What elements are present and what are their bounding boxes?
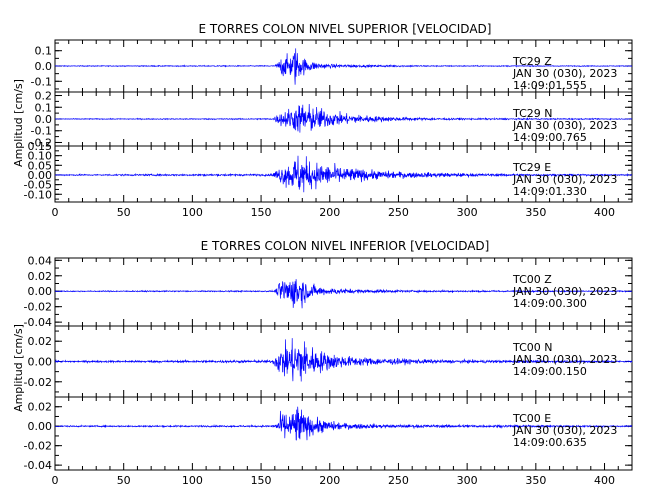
y-axis-label: Amplitud [cm/s]: [12, 79, 25, 167]
trace-time: 14:09:00.765: [513, 131, 587, 144]
y-tick-label: -0.02: [24, 440, 52, 453]
x-tick-label: 0: [52, 206, 59, 219]
series-line-tc29-z: [54, 48, 633, 85]
series-line-tc00-z: [54, 279, 633, 309]
y-tick-label: 0.02: [28, 335, 53, 348]
y-tick-label: 0.10: [28, 150, 53, 163]
x-tick-label: 0: [52, 474, 59, 487]
x-tick-label: 250: [388, 206, 409, 219]
y-tick-label: 0.05: [28, 159, 53, 172]
series-line-tc00-e: [55, 406, 633, 441]
y-tick-label: -0.05: [24, 179, 52, 192]
x-tick-label: 400: [594, 206, 615, 219]
y-tick-label: -0.02: [24, 376, 52, 389]
x-tick-label: 300: [457, 206, 478, 219]
x-tick-label: 400: [594, 474, 615, 487]
series-line-tc29-e: [54, 155, 632, 193]
y-tick-label: 0.1: [35, 45, 53, 58]
y-tick-label: 0.00: [28, 285, 53, 298]
trace-time: 14:09:00.150: [513, 365, 587, 378]
y-tick-label: -0.1: [31, 75, 52, 88]
series-line-tc29-n: [54, 103, 633, 133]
trace-date: JAN 30 (030), 2023: [512, 424, 617, 437]
chart-title: E TORRES COLON NIVEL SUPERIOR [VELOCIDAD…: [199, 22, 492, 36]
x-tick-label: 100: [182, 206, 203, 219]
y-tick-label: 0.00: [28, 356, 53, 369]
trace-name: TC29 E: [512, 161, 551, 174]
x-tick-label: 100: [182, 474, 203, 487]
x-tick-label: 50: [117, 474, 131, 487]
lower-level-chart: E TORRES COLON NIVEL INFERIOR [VELOCIDAD…: [12, 239, 633, 487]
y-tick-label: -0.04: [24, 459, 52, 472]
trace-name: TC00 E: [512, 412, 551, 425]
trace-time: 14:09:00.300: [513, 297, 587, 310]
trace-date: JAN 30 (030), 2023: [512, 119, 617, 132]
trace-name: TC00 Z: [512, 273, 552, 286]
y-axis-label: Amplitud [cm/s]: [12, 324, 25, 412]
x-tick-label: 150: [251, 206, 272, 219]
y-tick-label: 0.00: [28, 169, 53, 182]
trace-name: TC29 N: [512, 107, 552, 120]
y-tick-label: 0.0: [35, 60, 53, 73]
y-tick-label: 0.02: [28, 270, 53, 283]
trace-date: JAN 30 (030), 2023: [512, 67, 617, 80]
x-tick-label: 50: [117, 206, 131, 219]
x-tick-label: 200: [319, 474, 340, 487]
trace-time: 14:09:00.635: [513, 436, 587, 449]
y-tick-label: -0.1: [31, 125, 52, 138]
series-line-tc00-n: [54, 338, 633, 382]
y-tick-label: 0.02: [28, 401, 53, 414]
y-tick-label: -0.2: [31, 136, 52, 149]
y-tick-label: 0.00: [28, 420, 53, 433]
y-tick-label: -0.04: [24, 316, 52, 329]
y-tick-label: 0.15: [28, 140, 53, 153]
trace-date: JAN 30 (030), 2023: [512, 285, 617, 298]
upper-level-chart: E TORRES COLON NIVEL SUPERIOR [VELOCIDAD…: [12, 22, 633, 219]
trace-name: TC29 Z: [512, 55, 552, 68]
x-tick-label: 300: [457, 474, 478, 487]
y-tick-label: 0.0: [35, 113, 53, 126]
y-tick-label: -0.02: [24, 301, 52, 314]
x-tick-label: 200: [319, 206, 340, 219]
y-tick-label: 0.04: [28, 254, 53, 267]
trace-date: JAN 30 (030), 2023: [512, 173, 617, 186]
y-tick-label: 0.1: [35, 101, 53, 114]
trace-time: 14:09:01.330: [513, 185, 587, 198]
x-tick-label: 350: [525, 206, 546, 219]
x-tick-label: 250: [388, 474, 409, 487]
trace-time: 14:09:01.555: [513, 79, 587, 92]
x-tick-label: 150: [251, 474, 272, 487]
trace-name: TC00 N: [512, 341, 552, 354]
y-tick-label: 0.2: [35, 90, 53, 103]
x-tick-label: 350: [525, 474, 546, 487]
y-tick-label: -0.10: [24, 188, 52, 201]
trace-date: JAN 30 (030), 2023: [512, 353, 617, 366]
chart-title: E TORRES COLON NIVEL INFERIOR [VELOCIDAD…: [201, 239, 490, 253]
